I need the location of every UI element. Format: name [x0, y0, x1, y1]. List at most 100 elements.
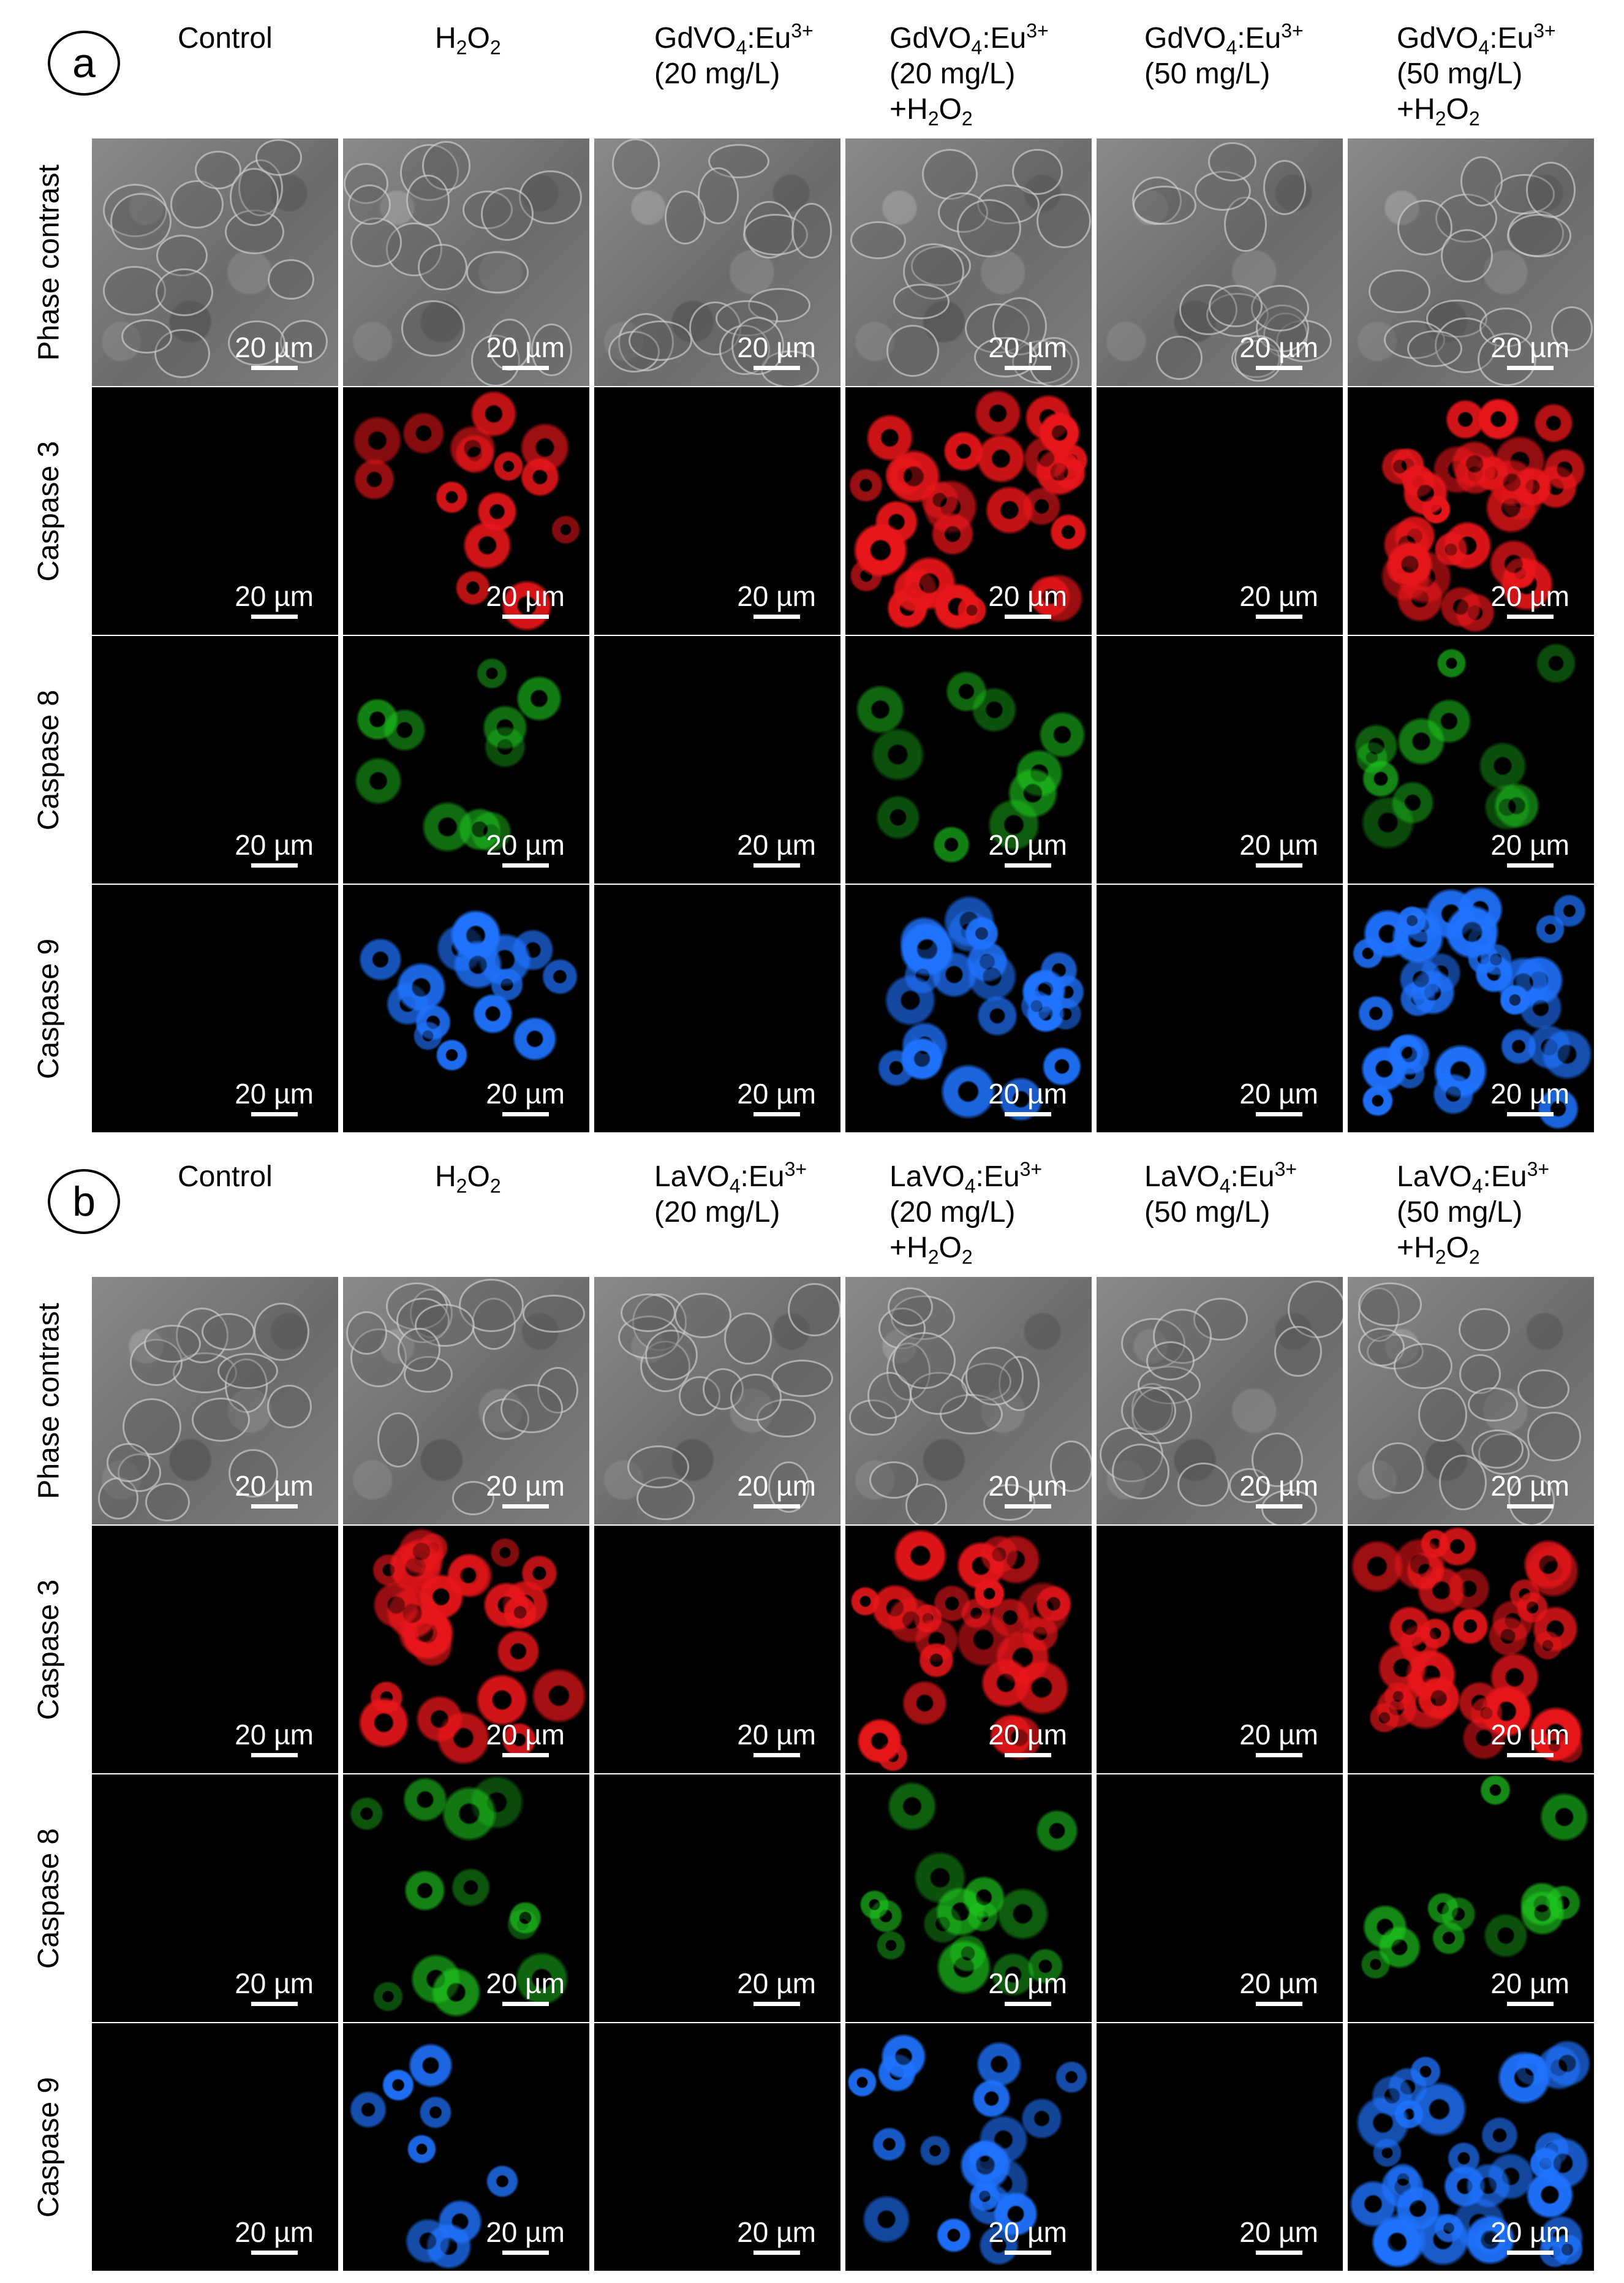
stained-cell	[500, 580, 553, 632]
stained-cell	[978, 2225, 1019, 2266]
caspase8-fluorescence-micrograph: 20 µm	[594, 1774, 840, 2022]
phase-contrast-micrograph: 20 µm	[845, 138, 1092, 386]
row-label: Caspase 9	[25, 885, 74, 1132]
scale-bar: 20 µm	[737, 1078, 816, 1116]
scale-bar-line	[1004, 1112, 1051, 1116]
stained-cell	[371, 1553, 406, 1587]
phase-contrast-micrograph: 20 µm	[343, 1277, 589, 1524]
cell-outline	[451, 1480, 494, 1516]
column-header-line: +H2O2	[1397, 1232, 1480, 1268]
cell-outline	[191, 1397, 251, 1442]
stained-cell	[1533, 403, 1574, 444]
row-label: Caspase 3	[25, 1526, 74, 1773]
panel-label: a	[48, 31, 120, 96]
cell-outline	[768, 1461, 809, 1513]
stained-cell	[1465, 2214, 1516, 2265]
cell-outline	[1507, 214, 1572, 257]
cell-outline	[1251, 1432, 1303, 1487]
column-header-line: +H2O2	[1397, 93, 1480, 130]
column-header-line: (50 mg/L)	[1144, 1196, 1271, 1229]
scale-bar-label: 20 µm	[1490, 1078, 1569, 1110]
stained-cell	[880, 2033, 927, 2080]
stained-cell	[919, 2135, 951, 2167]
stained-cell	[1440, 1896, 1476, 1932]
scale-bar: 20 µm	[737, 1470, 816, 1509]
scale-bar-label: 20 µm	[486, 829, 565, 861]
cell-outline	[644, 1330, 698, 1381]
cell-outline	[850, 221, 907, 259]
scale-bar-label: 20 µm	[235, 331, 314, 363]
stained-cell	[871, 2127, 907, 2162]
stained-cell	[989, 1597, 1030, 1638]
scale-bar-line	[753, 366, 800, 370]
stained-cell	[964, 915, 999, 951]
stained-cell	[923, 1904, 963, 1944]
caspase9-fluorescence-micrograph: 20 µm	[343, 885, 589, 1132]
phase-contrast-micrograph: 20 µm	[594, 138, 840, 386]
stained-cell	[1362, 760, 1400, 798]
scale-bar: 20 µm	[1490, 2216, 1569, 2255]
cell-outline	[1460, 156, 1503, 207]
stained-cell	[450, 1868, 491, 1908]
cell-outline	[1133, 185, 1197, 225]
cell-outline	[771, 1359, 834, 1397]
stained-cell	[1369, 1702, 1400, 1733]
scale-bar-line	[1004, 1753, 1051, 1757]
stained-cell	[485, 2165, 519, 2198]
scale-bar: 20 µm	[1239, 580, 1318, 619]
stained-cell	[884, 974, 937, 1027]
cell-outline	[401, 300, 466, 357]
stained-cell	[489, 1537, 521, 1568]
cell-outline	[965, 1347, 1024, 1406]
stained-cell	[512, 1016, 557, 1061]
scale-bar: 20 µm	[486, 1470, 565, 1509]
stained-cell	[493, 450, 524, 482]
scale-bar-label: 20 µm	[1239, 1470, 1318, 1502]
stained-cell	[1416, 1676, 1461, 1721]
cell-outline	[1459, 1308, 1510, 1351]
scale-bar-line	[753, 863, 800, 868]
cell-outline	[397, 1327, 441, 1372]
scale-bar-label: 20 µm	[1490, 1470, 1569, 1502]
cell-outline	[1263, 160, 1307, 216]
cell-outline	[791, 202, 833, 259]
stained-cell	[847, 2067, 878, 2098]
stained-cell	[1532, 1630, 1563, 1661]
stained-cell	[996, 1887, 1050, 1941]
phase-contrast-micrograph: 20 µm	[343, 138, 589, 386]
scale-bar: 20 µm	[235, 2216, 314, 2255]
caspase3-fluorescence-micrograph: 20 µm	[343, 1526, 589, 1773]
caspase8-fluorescence-micrograph: 20 µm	[1348, 1774, 1594, 2022]
cell-outline	[121, 319, 172, 354]
scale-bar-line	[1004, 366, 1051, 370]
cell-outline	[377, 1412, 420, 1467]
scale-bar: 20 µm	[1239, 1078, 1318, 1116]
scale-bar-label: 20 µm	[988, 331, 1067, 363]
scale-bar-line	[753, 2251, 800, 2255]
scale-bar-label: 20 µm	[1239, 1967, 1318, 1999]
scale-bar-line	[1506, 863, 1554, 868]
scale-bar-line	[251, 1753, 298, 1757]
cell-outline	[1440, 229, 1493, 282]
stained-cell	[475, 1673, 529, 1727]
scale-bar-label: 20 µm	[988, 580, 1067, 612]
scale-bar: 20 µm	[486, 829, 565, 868]
stained-cell	[501, 1722, 537, 1757]
scale-bar-label: 20 µm	[486, 580, 565, 612]
column-header-line: LaVO4:Eu3+	[1144, 1158, 1297, 1197]
stained-cell	[1436, 648, 1467, 679]
stained-cell	[1480, 2116, 1519, 2154]
stained-cell	[446, 1553, 491, 1598]
scale-bar-line	[1255, 1112, 1302, 1116]
scale-bar-line	[1506, 2002, 1554, 2006]
stained-cell	[1386, 540, 1434, 588]
stained-cell	[1028, 575, 1071, 618]
phase-contrast-micrograph: 20 µm	[1097, 1277, 1343, 1524]
stained-cell	[1469, 1696, 1504, 1730]
column-header: LaVO4:Eu3+ (50 mg/L)	[1144, 1159, 1389, 1230]
stained-cell	[407, 2133, 437, 2164]
scale-bar-line	[1506, 1504, 1554, 1509]
stained-cell	[1381, 447, 1419, 486]
scale-bar-label: 20 µm	[1490, 2216, 1569, 2248]
stained-cell	[962, 1876, 1006, 1920]
